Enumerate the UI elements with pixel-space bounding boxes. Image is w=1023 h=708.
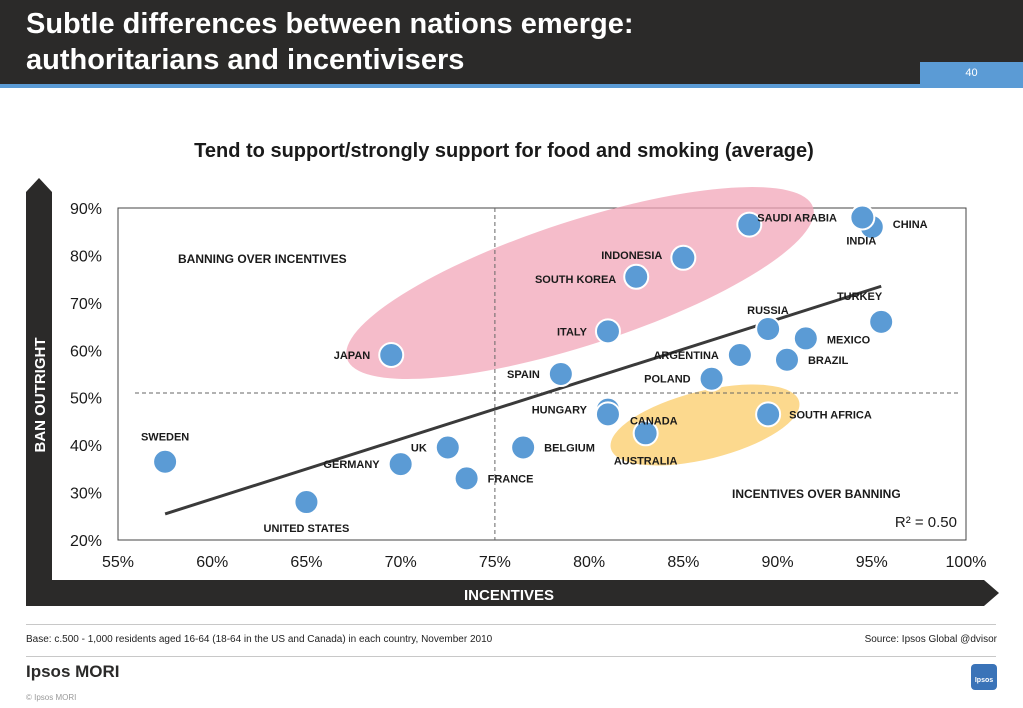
x-tick-label: 95% <box>856 554 888 571</box>
point-label-south-korea: SOUTH KOREA <box>535 274 616 286</box>
point-italy <box>594 318 621 345</box>
point-label-australia: AUSTRALIA <box>614 455 678 467</box>
y-tick-label: 80% <box>70 248 102 265</box>
x-tick-label: 80% <box>573 554 605 571</box>
point-label-sweden: SWEDEN <box>141 432 189 444</box>
footer-rule-top <box>26 624 996 625</box>
point-sweden <box>152 448 179 475</box>
point-label-indonesia: INDONESIA <box>601 250 662 262</box>
point-label-poland: POLAND <box>644 374 691 386</box>
point-label-brazil: BRAZIL <box>808 355 849 367</box>
ipsos-logo: Ipsos <box>971 664 997 690</box>
highlight-ellipse-authoritarians <box>346 187 814 379</box>
x-tick-label: 85% <box>667 554 699 571</box>
point-label-mexico: MEXICO <box>827 334 871 346</box>
point-label-belgium: BELGIUM <box>544 443 595 455</box>
header-rule <box>0 84 1023 88</box>
point-argentina <box>726 342 753 369</box>
point-label-china: CHINA <box>893 219 928 231</box>
point-label-france: FRANCE <box>488 473 534 485</box>
page-number: 40 <box>920 62 1023 84</box>
y-tick-label: 90% <box>70 201 102 218</box>
quadrant-label-bottom-right: INCENTIVES OVER BANNING <box>732 487 901 501</box>
point-australia <box>632 420 659 447</box>
y-tick-label: 60% <box>70 343 102 360</box>
point-label-turkey: TURKEY <box>837 291 883 303</box>
y-axis-label: BAN OUTRIGHT <box>32 338 49 453</box>
x-tick-label: 60% <box>196 554 228 571</box>
copyright: © Ipsos MORI <box>26 693 77 702</box>
x-tick-label: 90% <box>762 554 794 571</box>
x-tick-label: 75% <box>479 554 511 571</box>
point-belgium <box>510 434 537 461</box>
point-uk <box>434 434 461 461</box>
point-label-italy: ITALY <box>557 326 588 338</box>
point-japan <box>378 342 405 369</box>
point-label-uk: UK <box>411 443 427 455</box>
x-tick-label: 70% <box>385 554 417 571</box>
point-label-saudi-arabia: SAUDI ARABIA <box>757 213 837 225</box>
base-note: Base: c.500 - 1,000 residents aged 16-64… <box>26 634 493 645</box>
point-label-india: INDIA <box>846 235 876 247</box>
point-mexico <box>792 325 819 352</box>
scatter-chart: Tend to support/strongly support for foo… <box>26 140 999 606</box>
point-germany <box>387 451 414 478</box>
y-axis-arrow <box>26 178 52 606</box>
point-canada <box>594 401 621 428</box>
point-label-united-states: UNITED STATES <box>264 523 350 535</box>
y-tick-label: 20% <box>70 533 102 550</box>
point-spain <box>547 361 574 387</box>
point-turkey <box>868 308 895 335</box>
plot-frame <box>117 207 967 541</box>
y-tick-label: 40% <box>70 438 102 455</box>
r-squared-label: R² = 0.50 <box>895 514 957 531</box>
point-south-korea <box>623 263 650 290</box>
point-russia <box>755 315 782 342</box>
point-france <box>453 465 480 492</box>
y-tick-label: 70% <box>70 296 102 313</box>
point-saudi-arabia <box>736 211 763 238</box>
point-label-canada: CANADA <box>630 415 678 427</box>
point-south-africa <box>755 401 782 428</box>
point-india <box>849 204 876 231</box>
point-brazil <box>773 346 800 373</box>
point-label-spain: SPAIN <box>507 369 540 381</box>
chart-title: Tend to support/strongly support for foo… <box>194 140 814 162</box>
x-tick-label: 55% <box>102 554 134 571</box>
brand-logo: Ipsos MORI <box>26 662 120 681</box>
header-bar: Subtle differences between nations emerg… <box>0 0 1023 84</box>
point-poland <box>698 365 725 392</box>
y-tick-label: 30% <box>70 486 102 503</box>
x-tick-label: 65% <box>290 554 322 571</box>
page-title: Subtle differences between nations emerg… <box>26 8 634 76</box>
highlight-ellipse-incentivisers <box>610 384 800 466</box>
point-united-states <box>293 489 320 516</box>
point-label-russia: RUSSIA <box>747 305 789 317</box>
point-label-germany: GERMANY <box>323 459 380 471</box>
source-note: Source: Ipsos Global @dvisor <box>864 634 997 645</box>
x-tick-label: 100% <box>946 554 987 571</box>
footer-rule-bottom <box>26 656 996 657</box>
point-label-japan: JAPAN <box>334 350 371 362</box>
quadrant-label-top-left: BANNING OVER INCENTIVES <box>178 252 347 266</box>
x-axis-arrow <box>26 580 999 606</box>
point-indonesia <box>670 244 697 271</box>
y-tick-label: 50% <box>70 391 102 408</box>
point-label-south-africa: SOUTH AFRICA <box>789 409 872 421</box>
point-label-argentina: ARGENTINA <box>653 350 718 362</box>
x-axis-label: INCENTIVES <box>464 587 554 604</box>
point-label-hungary: HUNGARY <box>532 405 588 417</box>
